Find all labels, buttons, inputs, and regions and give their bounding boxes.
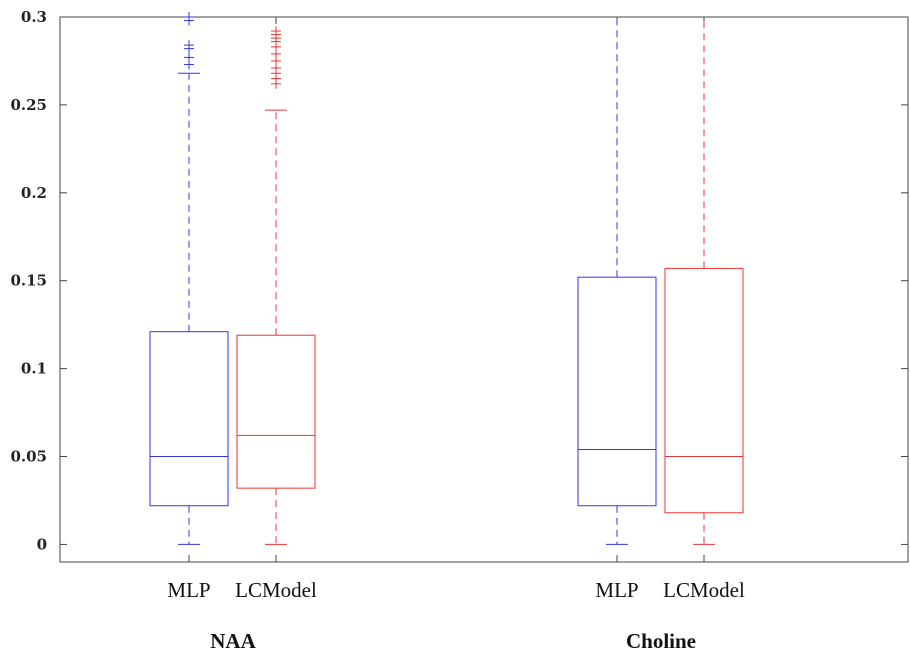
group-label: NAA <box>210 629 256 652</box>
y-tick-label: 0.25 <box>10 96 47 114</box>
y-tick-label: 0.15 <box>10 272 47 290</box>
boxes <box>149 12 744 545</box>
category-label: MLP <box>167 578 210 602</box>
outlier-point <box>271 26 281 37</box>
y-tick-label: 0.3 <box>21 8 47 26</box>
category-label: LCModel <box>663 578 745 602</box>
outlier-point <box>184 12 194 22</box>
labels: 0 0.05 0.1 0.15 0.2 0.25 0.3 MLP LCModel NAA MLP LC… <box>10 8 745 652</box>
category-label: LCModel <box>235 578 317 602</box>
axes <box>59 16 909 563</box>
y-tick-label: 0.1 <box>21 360 47 378</box>
group-label: Choline <box>626 629 696 652</box>
iqr-box <box>149 331 229 507</box>
box-choline-lcmodel <box>664 17 744 545</box>
iqr-box <box>236 334 316 489</box>
outlier-point <box>184 40 194 51</box>
box-naa-lcmodel <box>236 26 316 545</box>
y-tick-label: 0.05 <box>10 448 47 466</box>
category-label: MLP <box>595 578 638 602</box>
y-tick-label: 0 <box>37 535 47 553</box>
iqr-box <box>577 276 657 507</box>
iqr-box <box>664 267 744 514</box>
plot-frame <box>59 16 909 563</box>
box-choline-mlp <box>577 17 657 545</box>
box-naa-mlp <box>149 12 229 545</box>
outlier-point <box>184 52 194 63</box>
y-tick-label: 0.2 <box>21 184 47 202</box>
